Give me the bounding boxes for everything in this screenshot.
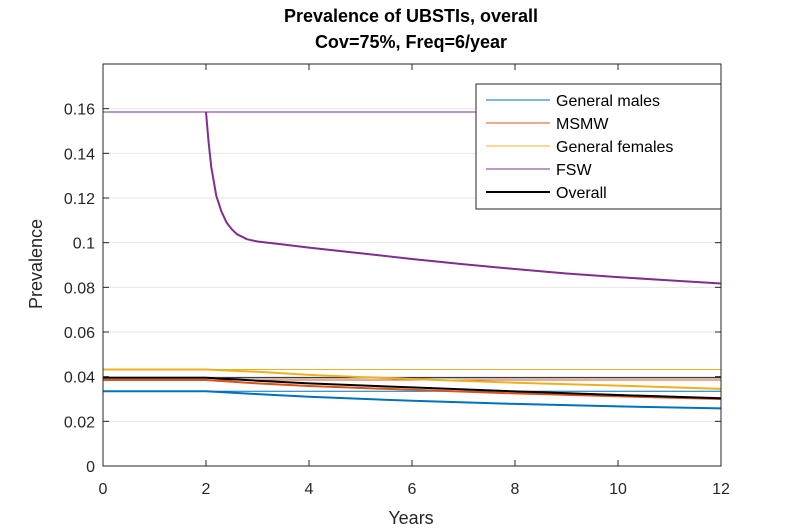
x-tick-label: 4 [305, 481, 314, 498]
y-tick-label: 0.06 [64, 325, 95, 342]
legend-label: FSW [556, 162, 592, 179]
axis-ticks: 0 0.02 0.04 0.06 0.08 0.1 0.12 0.14 0.16 0 2 4 6 8 10 1… [64, 64, 730, 498]
legend-label: MSMW [556, 116, 609, 133]
chart-subtitle: Cov=75%, Freq=6/year [315, 32, 507, 52]
x-tick-label: 2 [202, 481, 211, 498]
x-tick-label: 12 [712, 481, 730, 498]
y-tick-label: 0.04 [64, 370, 95, 387]
series-line-6 [103, 379, 722, 400]
gridlines [103, 108, 721, 467]
y-axis-label: Prevalence [26, 219, 46, 309]
y-tick-label: 0.1 [73, 236, 95, 253]
y-tick-label: 0 [86, 459, 95, 476]
legend: General males MSMW General females FSW Overa… [475, 83, 722, 210]
y-tick-label: 0.02 [64, 414, 95, 431]
legend-label: General females [556, 139, 673, 156]
y-tick-label: 0.08 [64, 280, 95, 297]
legend-label: Overall [556, 185, 607, 202]
x-tick-label: 6 [408, 481, 417, 498]
x-tick-label: 0 [99, 481, 108, 498]
x-tick-label: 10 [609, 481, 627, 498]
series-line-8 [205, 111, 722, 285]
y-tick-label: 0.14 [64, 146, 95, 163]
chart-title: Prevalence of UBSTIs, overall [284, 6, 538, 26]
series-line-9 [103, 376, 722, 400]
y-tick-label: 0.12 [64, 191, 95, 208]
series-line-7 [103, 368, 722, 390]
legend-label: General males [556, 93, 660, 110]
series-line-5 [103, 390, 722, 410]
x-tick-label: 8 [511, 481, 520, 498]
x-axis-label: Years [388, 508, 433, 528]
y-tick-label: 0.16 [64, 102, 95, 119]
